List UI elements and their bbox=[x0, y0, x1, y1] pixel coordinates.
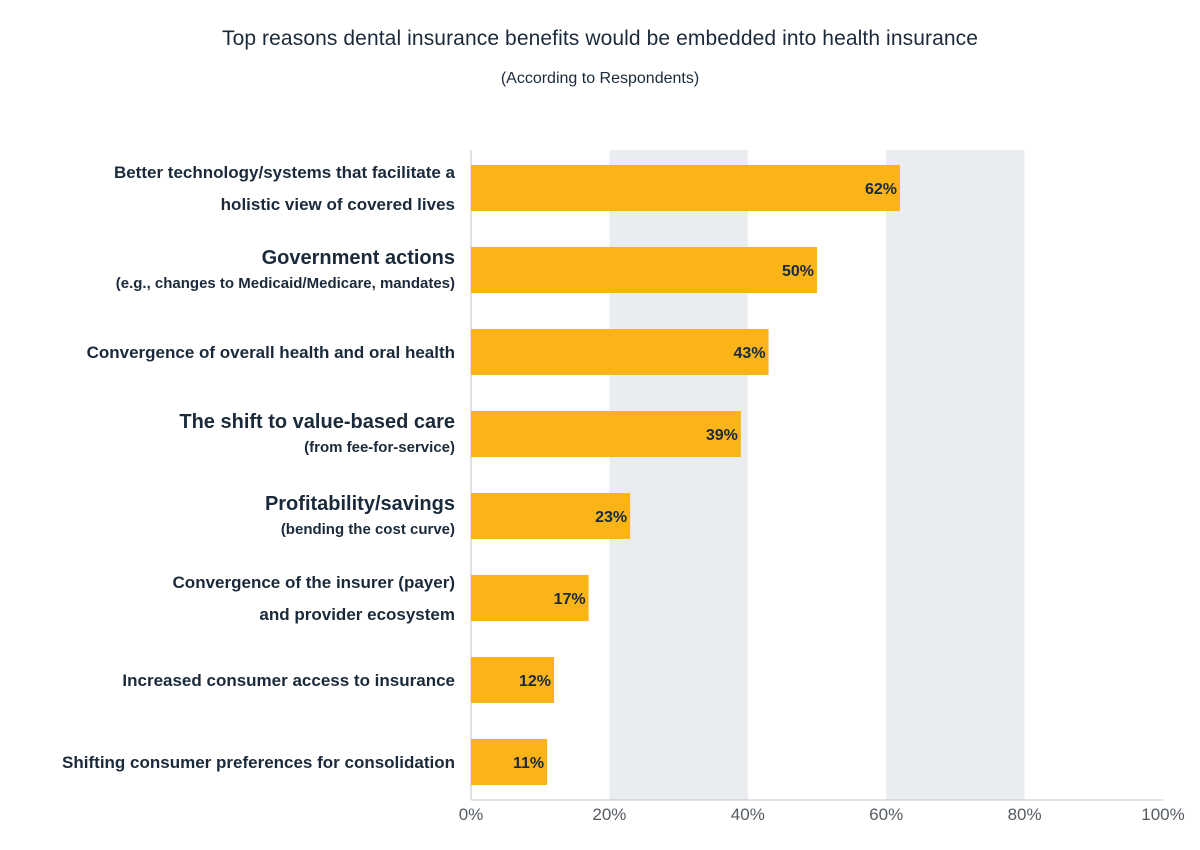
category-label: Profitability/savings bbox=[265, 493, 455, 515]
x-tick-label: 60% bbox=[869, 805, 903, 824]
bar-value-label: 11% bbox=[513, 755, 544, 772]
chart-subtitle: (According to Respondents) bbox=[500, 70, 700, 87]
bar-value-label: 17% bbox=[554, 591, 586, 608]
category-label: Increased consumer access to insurance bbox=[122, 671, 455, 690]
x-tick-label: 100% bbox=[1141, 805, 1184, 824]
bar-value-label: 12% bbox=[519, 673, 551, 690]
bar bbox=[471, 165, 901, 211]
chart-title: Top reasons dental insurance benefits wo… bbox=[221, 27, 979, 50]
bar bbox=[471, 411, 741, 457]
category-label-line2: holistic view of covered lives bbox=[221, 195, 455, 214]
category-sublabel: (e.g., changes to Medicaid/Medicare, man… bbox=[116, 275, 455, 292]
category-label: The shift to value-based care bbox=[179, 411, 455, 433]
bar bbox=[471, 329, 769, 375]
x-tick-label: 20% bbox=[592, 805, 626, 824]
category-label: Better technology/systems that facilitat… bbox=[114, 163, 456, 182]
category-sublabel: (from fee-for-service) bbox=[304, 439, 455, 456]
bar-value-label: 62% bbox=[865, 181, 897, 198]
bar bbox=[471, 657, 555, 703]
bar-value-label: 50% bbox=[782, 263, 814, 280]
bar bbox=[471, 739, 548, 785]
category-label: Convergence of the insurer (payer) bbox=[173, 573, 455, 592]
bar-value-label: 23% bbox=[595, 509, 627, 526]
bar-value-label: 39% bbox=[706, 427, 738, 444]
category-label: Shifting consumer preferences for consol… bbox=[62, 753, 455, 772]
category-sublabel: (bending the cost curve) bbox=[281, 521, 455, 538]
bar bbox=[471, 575, 589, 621]
bar bbox=[471, 247, 817, 293]
category-label: Government actions bbox=[262, 247, 455, 269]
category-label: Convergence of overall health and oral h… bbox=[87, 343, 455, 362]
x-tick-label: 0% bbox=[459, 805, 484, 824]
bar-value-label: 43% bbox=[734, 345, 766, 362]
x-tick-label: 80% bbox=[1008, 805, 1042, 824]
grid-band bbox=[886, 150, 1025, 800]
category-label-line2: and provider ecosystem bbox=[259, 605, 455, 624]
x-tick-label: 40% bbox=[731, 805, 765, 824]
bar bbox=[471, 493, 631, 539]
